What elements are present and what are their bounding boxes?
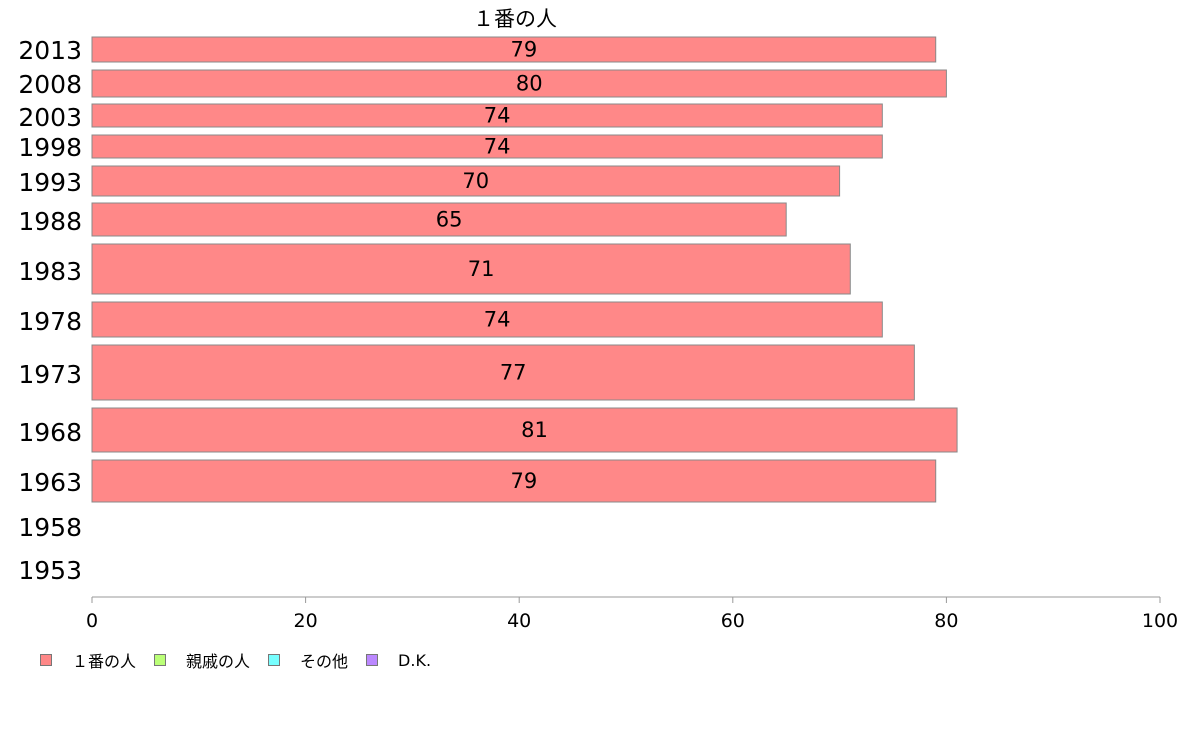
data-label-1993: 70 [462,169,489,193]
y-tick-label-2013: 2013 [18,36,82,65]
data-label-1973: 77 [500,361,527,385]
bar-2008 [91,69,947,98]
data-label-1998: 74 [484,135,511,159]
bar-1963 [91,459,937,503]
bar-1973 [91,344,915,401]
y-tick-label-1988: 1988 [18,207,82,236]
legend-swatch [268,654,281,666]
legend-swatch [154,654,167,666]
data-label-2013: 79 [510,38,537,62]
legend-swatch [366,654,379,666]
legend-label: その他 [300,652,349,671]
data-label-1983: 71 [468,257,495,281]
legend: １番の人 親戚の人 その他 D.K. [40,648,449,672]
data-label-1978: 74 [484,308,511,332]
data-label-1968: 81 [521,418,548,442]
y-tick-label-1953: 1953 [18,556,82,585]
bar-2003 [91,103,883,128]
legend-item-2: その他 [268,648,348,672]
legend-item-3: D.K. [366,651,431,670]
y-tick-label-1998: 1998 [18,133,82,162]
y-tick-label-2008: 2008 [18,70,82,99]
bar-1978 [91,301,883,338]
legend-label: １番の人 [72,652,137,671]
legend-item-1: 親戚の人 [154,648,250,672]
legend-label: D.K. [398,650,432,670]
x-axis: 0 20 40 60 80 100 [86,596,1178,632]
y-tick-label-1993: 1993 [18,168,82,197]
bar-1983 [91,243,851,295]
bar-1968 [91,407,958,453]
data-label-1963: 79 [510,469,537,493]
x-tick-label-80: 80 [934,610,958,632]
y-tick-label-2003: 2003 [18,103,82,132]
bar-1988 [91,202,787,237]
data-label-2008: 80 [516,72,543,96]
x-tick-label-0: 0 [86,610,98,632]
data-label-2003: 74 [484,104,511,128]
legend-label: 親戚の人 [186,652,251,671]
y-tick-label-1983: 1983 [18,257,82,286]
y-tick-label-1973: 1973 [18,360,82,389]
data-label-1988: 65 [436,208,463,232]
legend-swatch [40,654,52,666]
legend-item-0: １番の人 [40,648,136,672]
bar-2013 [91,36,937,63]
x-tick-label-100: 100 [1142,610,1178,632]
y-tick-label-1968: 1968 [18,418,82,447]
chart-title: １番の人 [473,7,557,31]
x-tick-label-40: 40 [507,610,531,632]
bar-1993 [91,165,841,197]
y-tick-label-1978: 1978 [18,307,82,336]
x-tick-label-60: 60 [721,610,745,632]
y-tick-label-1958: 1958 [18,513,82,542]
bar-1998 [91,134,883,159]
y-tick-label-1963: 1963 [18,468,82,497]
x-tick-label-20: 20 [294,610,318,632]
